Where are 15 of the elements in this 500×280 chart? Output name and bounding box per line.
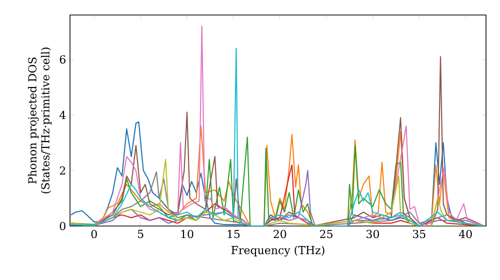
x-tick-label: 20 <box>274 230 286 238</box>
x-tick-label: 15 <box>228 230 240 238</box>
x-tick-label: 35 <box>412 230 426 238</box>
x-tick-label: 10 <box>181 230 194 238</box>
x-tick-label: 25 <box>320 230 332 238</box>
y-tick-label: 6 <box>60 55 66 64</box>
y-tick-label: 0 <box>60 222 66 230</box>
x-tick-label: 0 <box>91 230 97 238</box>
x-tick-label: 30 <box>366 230 379 238</box>
y-tick-label: 2 <box>60 166 66 175</box>
x-axis-title: Frequency (THz) <box>231 246 324 257</box>
x-tick-label: 40 <box>458 230 472 238</box>
y-axis-title: Phonon projected DOS (States/THz·primitive cell) <box>28 48 52 194</box>
x-tick-label: 5 <box>138 230 144 238</box>
y-tick-label: 4 <box>59 110 66 120</box>
